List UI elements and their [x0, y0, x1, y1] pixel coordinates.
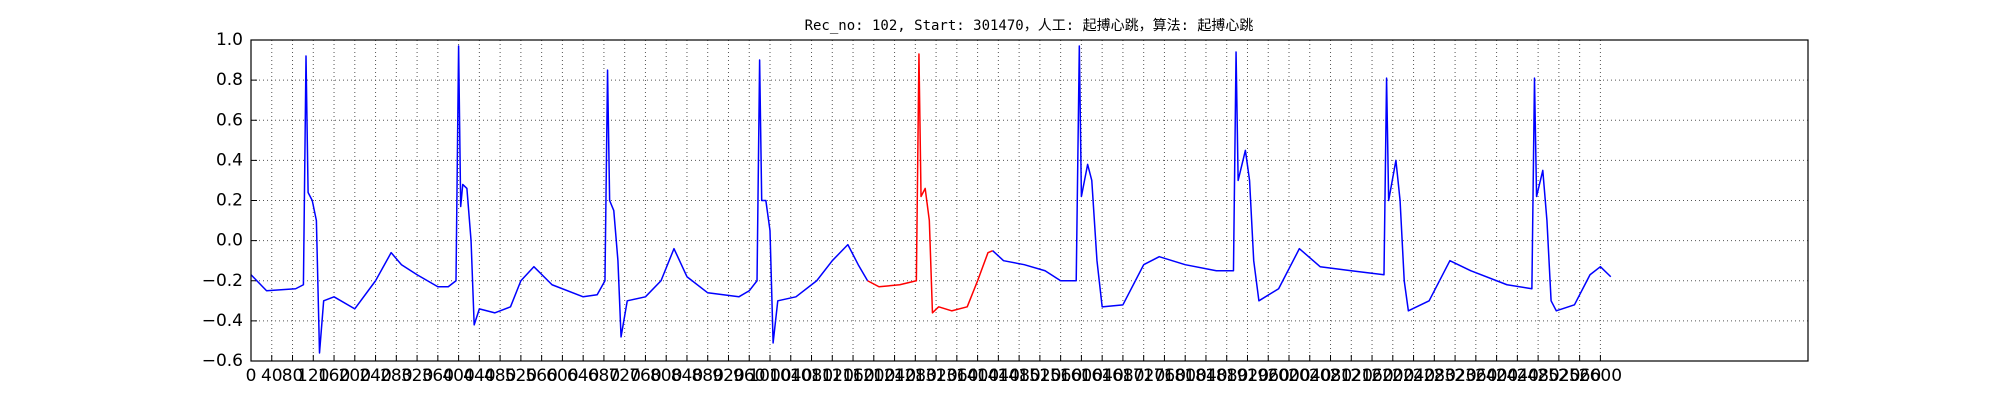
- x-tick-label: 1120: [811, 366, 854, 386]
- x-tick-label: 2360: [1454, 366, 1497, 386]
- x-tick-label: 80: [282, 366, 304, 386]
- x-tick-label: 320: [401, 366, 433, 386]
- ecg-line: [992, 45, 1612, 312]
- x-tick-label: 2600: [1579, 366, 1622, 386]
- x-tick-label: 640: [567, 366, 599, 386]
- x-tick-label: 2560: [1558, 366, 1601, 386]
- plot-area: −0.6−0.4−0.20.00.20.40.60.81.00 40 8012016…: [202, 30, 1808, 386]
- chart-title: Rec_no: 102, Start: 301470，人工: 起搏心跳，算法: …: [805, 17, 1254, 34]
- x-tick-label: 2400: [1475, 366, 1518, 386]
- x-tick-label: 2200: [1371, 366, 1414, 386]
- x-tick-label: 2240: [1392, 366, 1435, 386]
- x-tick-label: 1360: [935, 366, 978, 386]
- x-tick-label: 1440: [977, 366, 1020, 386]
- y-tick-label: 0.8: [216, 70, 243, 90]
- x-tick-label: 520: [505, 366, 537, 386]
- x-tick-label: 1000: [748, 366, 791, 386]
- x-tick-label: 160: [318, 366, 350, 386]
- y-tick-label: −0.4: [202, 311, 243, 331]
- x-tick-label: 1840: [1184, 366, 1227, 386]
- x-tick-label: 1920: [1226, 366, 1269, 386]
- x-tick-label: 2280: [1413, 366, 1456, 386]
- x-tick-label: 560: [525, 366, 557, 386]
- x-tick-label: 1240: [873, 366, 916, 386]
- x-tick-label: 1760: [1143, 366, 1186, 386]
- x-tick-label: 2480: [1516, 366, 1559, 386]
- x-tick-label: 1200: [852, 366, 895, 386]
- x-tick-label: 2000: [1267, 366, 1310, 386]
- y-tick-label: 0.4: [216, 150, 243, 170]
- x-tick-label: 1160: [831, 366, 874, 386]
- x-tick-label: 1560: [1039, 366, 1082, 386]
- ecg-line: [867, 53, 993, 314]
- x-tick-label: 720: [608, 366, 640, 386]
- x-tick-label: 920: [712, 366, 744, 386]
- x-tick-label: 2120: [1330, 366, 1373, 386]
- x-tick-label: 440: [463, 366, 495, 386]
- x-tick-label: 1320: [914, 366, 957, 386]
- x-tick-label: 280: [380, 366, 412, 386]
- x-tick-label: 840: [671, 366, 703, 386]
- x-tick-label: 960: [733, 366, 765, 386]
- x-tick-label: 1880: [1205, 366, 1248, 386]
- x-tick-label: 1640: [1081, 366, 1124, 386]
- x-tick-label: 1280: [894, 366, 937, 386]
- y-tick-label: 0.2: [216, 191, 243, 211]
- x-tick-label: 1680: [1101, 366, 1144, 386]
- x-tick-label: 1080: [790, 366, 833, 386]
- x-tick-label: 1960: [1247, 366, 1290, 386]
- x-tick-label: 1520: [1018, 366, 1061, 386]
- x-tick-label: 600: [546, 366, 578, 386]
- x-tick-label: 360: [422, 366, 454, 386]
- x-tick-label: 1400: [956, 366, 999, 386]
- y-tick-label: −0.6: [202, 351, 243, 371]
- x-tick-label: 1480: [997, 366, 1040, 386]
- x-tick-label: 1800: [1164, 366, 1207, 386]
- x-tick-label: 800: [650, 366, 682, 386]
- x-tick-label: 200: [339, 366, 371, 386]
- x-tick-label: 680: [588, 366, 620, 386]
- ecg-line: [250, 45, 869, 354]
- x-tick-label: 760: [629, 366, 661, 386]
- plot-frame: [250, 39, 1809, 362]
- x-tick-label: 2080: [1309, 366, 1352, 386]
- x-tick-label: 400: [442, 366, 474, 386]
- x-tick-label: 1600: [1060, 366, 1103, 386]
- x-tick-label: 240: [359, 366, 391, 386]
- x-tick-label: 1040: [769, 366, 812, 386]
- x-tick-label: 120: [297, 366, 329, 386]
- x-tick-label: 40: [261, 366, 283, 386]
- y-tick-label: 0.6: [216, 110, 243, 130]
- x-tick-label: 480: [484, 366, 516, 386]
- x-tick-label: 2320: [1433, 366, 1476, 386]
- x-tick-label: 880: [691, 366, 723, 386]
- x-tick-label: 1720: [1122, 366, 1165, 386]
- y-tick-label: 0.0: [216, 231, 243, 251]
- x-tick-label: 0: [246, 366, 257, 386]
- x-tick-label: 2160: [1350, 366, 1393, 386]
- x-tick-label: 2040: [1288, 366, 1331, 386]
- y-tick-label: 1.0: [216, 30, 243, 50]
- y-tick-label: −0.2: [202, 271, 243, 291]
- x-tick-label: 2520: [1537, 366, 1580, 386]
- x-tick-label: 2440: [1496, 366, 1539, 386]
